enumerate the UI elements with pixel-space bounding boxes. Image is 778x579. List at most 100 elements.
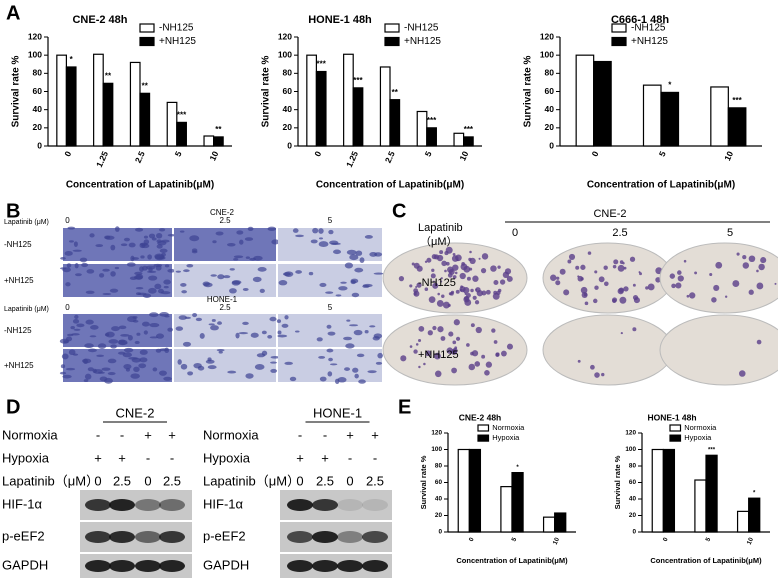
colony: [713, 284, 720, 291]
colony: [748, 255, 756, 263]
colony: [677, 270, 682, 275]
cell: [72, 319, 80, 324]
colony: [447, 303, 451, 307]
cell: [278, 280, 288, 286]
cell: [343, 336, 353, 341]
colony: [416, 282, 422, 288]
colony: [563, 289, 570, 296]
protein-label: HIF-1α: [203, 496, 244, 511]
cell: [218, 350, 223, 354]
colony: [427, 330, 433, 336]
cell: [148, 267, 153, 273]
colony: [455, 289, 460, 294]
condition-label: Lapatinib（μM）: [2, 473, 99, 488]
bar: [56, 54, 68, 147]
cell: [312, 227, 319, 234]
chart-title: HONE-1 48h: [308, 14, 372, 26]
colony: [758, 263, 765, 271]
y-tick-label: 100: [278, 49, 292, 59]
band: [85, 499, 111, 511]
cell: [244, 237, 254, 241]
cell: [253, 255, 263, 261]
bar: [500, 486, 513, 533]
band: [109, 499, 135, 511]
bar: [705, 454, 718, 533]
legend-swatch: [611, 23, 627, 33]
cell: [158, 228, 166, 232]
cell: [139, 266, 144, 272]
colony: [481, 253, 489, 260]
cell: [133, 366, 140, 373]
cell: [65, 367, 76, 371]
cell: [163, 279, 171, 285]
colony: [466, 276, 471, 281]
cell: [375, 361, 383, 365]
colony: [442, 301, 450, 309]
row-label: +NH125: [4, 361, 34, 370]
x-axis-label: Concentration of Lapatinib(μM): [587, 180, 735, 191]
cell: [82, 358, 92, 364]
colony: [474, 300, 480, 305]
cell: [295, 234, 304, 238]
cell: [117, 339, 128, 346]
cell: [164, 347, 170, 353]
y-tick-label: 60: [629, 479, 637, 486]
band: [135, 531, 161, 543]
legend-label: Hypoxia: [684, 433, 712, 442]
band: [85, 531, 111, 543]
colony: [418, 365, 421, 369]
colony: [463, 296, 470, 303]
cell: [327, 331, 336, 336]
panel-letter: C: [392, 200, 406, 222]
cell: [122, 352, 132, 358]
colony: [639, 272, 642, 276]
band: [85, 560, 111, 572]
cell: [62, 267, 71, 273]
colony: [619, 296, 627, 304]
cell: [326, 348, 334, 353]
cell: [267, 335, 273, 339]
cell: [164, 264, 170, 268]
colony: [439, 250, 444, 255]
cell: [247, 226, 254, 231]
cell: [233, 255, 244, 259]
cell: [135, 287, 144, 290]
cell: [269, 316, 277, 322]
row-label: -NH125: [4, 240, 32, 249]
cell: [227, 370, 237, 374]
cell: [372, 336, 380, 341]
y-tick-label: 80: [545, 68, 555, 78]
cell: [353, 329, 363, 336]
colony: [424, 287, 429, 291]
cell: [358, 379, 366, 384]
y-tick-label: 40: [545, 104, 555, 114]
cell: [369, 251, 378, 257]
cell: [110, 344, 117, 349]
cell: [233, 257, 239, 261]
cell: [136, 332, 141, 336]
colony: [677, 275, 684, 282]
dose-label: 0: [65, 303, 70, 312]
condition-label: Normoxia: [2, 427, 58, 442]
cell: [231, 280, 241, 286]
cell: [203, 282, 213, 288]
x-tick-label: 5: [423, 149, 434, 158]
cell: [283, 272, 291, 276]
dose-label: 0: [512, 227, 518, 239]
lane-label: 2.5: [366, 473, 384, 488]
band: [362, 531, 388, 543]
cell: [350, 278, 359, 284]
colony: [556, 276, 560, 280]
cell: [328, 357, 333, 362]
cell: [159, 312, 169, 317]
colony: [452, 275, 457, 279]
row-label: +NH125: [418, 349, 459, 361]
colony: [425, 350, 432, 357]
colony: [475, 288, 478, 291]
cell: [129, 276, 138, 281]
colony: [470, 351, 474, 356]
cell: [267, 226, 277, 232]
cell: [270, 368, 278, 373]
cell: [60, 256, 66, 260]
cell: [123, 237, 130, 242]
